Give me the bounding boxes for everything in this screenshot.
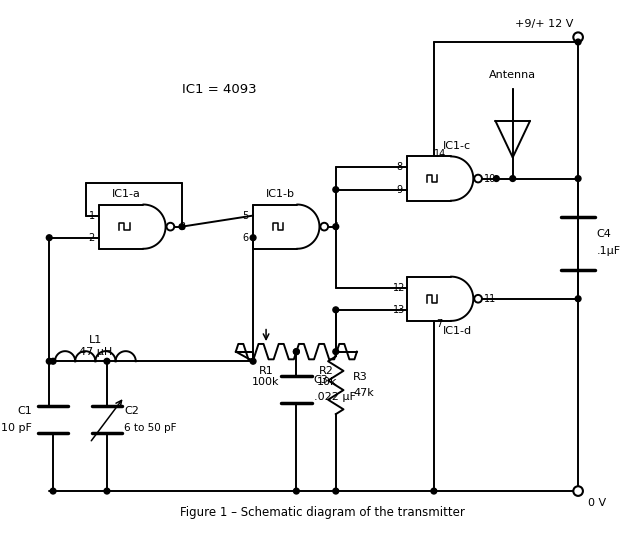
Circle shape [294,488,299,494]
Circle shape [250,358,256,364]
Circle shape [474,295,482,303]
Text: 47k: 47k [353,388,374,398]
Circle shape [575,296,581,302]
Circle shape [474,175,482,182]
Circle shape [510,175,516,181]
Circle shape [333,224,339,230]
Text: Figure 1 – Schematic diagram of the transmitter: Figure 1 – Schematic diagram of the tran… [181,506,465,519]
Circle shape [50,488,56,494]
Text: IC1 = 4093: IC1 = 4093 [182,82,257,96]
Text: IC1-b: IC1-b [266,189,294,199]
Circle shape [575,39,581,45]
Circle shape [166,223,174,231]
Text: 100k: 100k [253,377,280,387]
Circle shape [575,175,581,181]
Text: 0 V: 0 V [588,498,606,508]
Text: 8: 8 [396,163,402,172]
Text: 6 to 50 pF: 6 to 50 pF [124,423,177,433]
Circle shape [573,33,583,42]
Circle shape [46,358,52,364]
Circle shape [50,358,56,364]
Circle shape [333,307,339,312]
Text: 7: 7 [436,319,442,328]
Circle shape [333,488,339,494]
Text: .1μF: .1μF [596,246,621,256]
Text: R1: R1 [259,366,274,376]
Text: +9/+ 12 V: +9/+ 12 V [515,19,573,29]
Text: L1: L1 [89,335,102,345]
Text: C2: C2 [124,406,139,416]
Circle shape [431,488,437,494]
Text: 13: 13 [393,305,406,315]
Text: 5: 5 [242,211,249,220]
Text: 2: 2 [88,233,94,243]
Circle shape [494,175,499,181]
Text: R3: R3 [353,372,368,381]
Text: Antenna: Antenna [489,70,536,80]
Circle shape [333,349,339,355]
Text: 3: 3 [179,221,185,232]
Circle shape [321,223,328,231]
Circle shape [294,349,299,355]
Text: C4: C4 [596,229,611,239]
Circle shape [179,224,185,230]
Text: IC1-a: IC1-a [112,189,141,199]
Circle shape [46,235,52,241]
Text: 14: 14 [434,149,446,158]
Circle shape [104,488,110,494]
Circle shape [333,187,339,193]
Text: 12: 12 [393,282,406,293]
Text: 10k: 10k [316,377,337,387]
Text: 47 μH: 47 μH [79,347,112,357]
Text: .022 μF: .022 μF [314,392,356,402]
Text: 6: 6 [242,233,249,243]
Circle shape [294,349,299,355]
Text: 9: 9 [396,185,402,195]
Text: 1: 1 [89,211,94,220]
Text: IC1-c: IC1-c [443,141,471,151]
Circle shape [250,235,256,241]
Text: R2: R2 [319,366,334,376]
Text: C3: C3 [314,376,328,386]
Text: IC1-d: IC1-d [442,326,471,337]
Circle shape [104,358,110,364]
Text: 4: 4 [332,221,339,232]
Text: 11: 11 [484,294,496,304]
Text: 10 pF: 10 pF [1,423,32,433]
Text: 10: 10 [484,173,496,184]
Text: C1: C1 [17,406,32,416]
Circle shape [573,486,583,496]
